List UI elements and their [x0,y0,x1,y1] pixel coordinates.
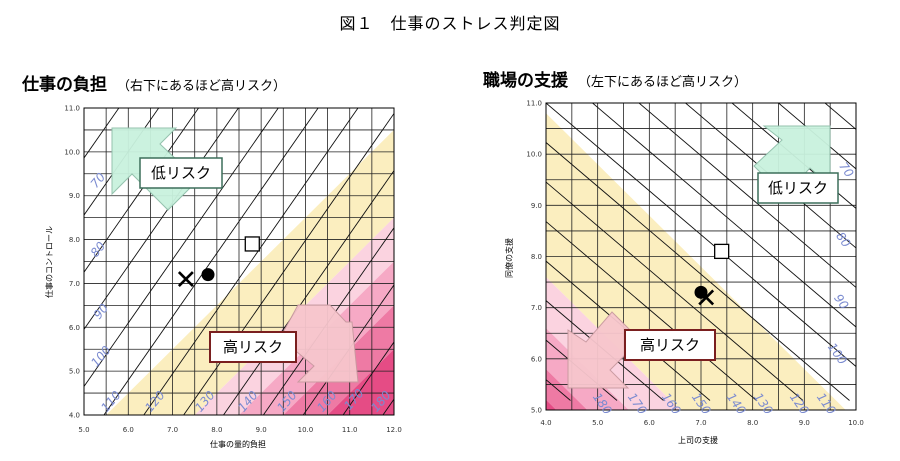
y-tick-label: 8.0 [69,236,80,244]
contour-label: 70 [836,159,856,180]
low-risk-label: 低リスク [768,179,828,197]
contour-line [342,341,394,415]
contour-line [878,69,900,401]
contour-label: 90 [91,301,112,322]
x-tick-label: 4.0 [540,419,551,427]
x-tick-label: 5.0 [592,419,603,427]
x-tick-label: 9.0 [799,419,810,427]
x-tick-label: 7.0 [167,426,178,434]
low-risk-box [757,172,839,204]
contour-label: 100 [825,340,850,367]
risk-band-4 [546,369,588,410]
point-x [177,271,194,287]
contour-line [546,339,618,401]
risk-band-1 [106,129,394,415]
x-tick-label: 10.0 [848,419,864,427]
x-tick-label: 9.0 [256,426,267,434]
plot-frame [545,102,857,411]
chart-panel-2: 4.0 5.0 6.0 7.0 8.0 9.0 10.0 5.0 6.0 7.0 8.0 9.0 10.… [0,69,900,446]
y-tick-label: 11.0 [526,100,542,108]
panel2-title-text: 職場の支援 [483,71,568,91]
risk-band-5 [546,399,557,410]
panel2-subtitle: （左下にあるほど高リスク） [578,75,748,90]
y-tick-label: 10.0 [526,151,542,159]
y-tick-label: 9.0 [531,202,542,210]
x-axis-label: 上司の支援 [678,435,718,445]
panel1-title-text: 仕事の負担 [22,75,107,95]
low-risk-label: 低リスク [151,164,211,182]
high-risk-label: 高リスク [640,336,700,354]
contour-line [546,181,804,401]
point-circle [694,285,708,299]
panel1-title: 仕事の負担 （右下にあるほど高リスク） [22,70,286,95]
contour-line [638,103,856,289]
x-tick-label: 6.0 [123,426,134,434]
high-risk-box [624,329,716,361]
y-tick-label: 10.0 [64,148,80,156]
contour-line [103,108,319,415]
y-tick-label: 7.0 [531,304,542,312]
contour-line [0,0,75,444]
y-tick-label: 7.0 [69,280,80,288]
contour-line [0,0,115,444]
high-risk-box [209,331,297,363]
contour-line [0,0,35,444]
y-tick-label: 4.0 [69,412,80,420]
point-square [244,236,260,252]
x-tick-label: 11.0 [342,426,358,434]
contour-line [824,103,856,130]
panel2-title: 職場の支援 （左下にあるほど高リスク） [483,66,747,91]
y-axis-label: 同僚の支援 [504,238,514,278]
x-tick-label: 8.0 [211,426,222,434]
contour-line [546,141,850,401]
risk-band-2 [546,277,681,410]
y-tick-label: 5.0 [531,407,542,415]
x-tick-label: 5.0 [78,426,89,434]
contour-line [546,103,856,368]
low-risk-box [139,157,223,189]
point-square [714,243,730,260]
plot-frame [83,107,395,416]
x-tick-label: 6.0 [644,419,655,427]
contour-line [84,108,279,388]
contour-line [591,103,856,328]
contour-line [731,103,856,209]
contour-line [684,103,856,249]
y-tick-label: 6.0 [69,324,80,332]
contour-line [143,108,359,415]
contour-line [0,0,155,444]
y-tick-label: 8.0 [531,253,542,261]
contour-line [0,69,152,401]
y-axis-label: 仕事のコントロール [44,226,54,298]
contour-label: 80 [833,229,853,250]
panel1-subtitle: （右下にあるほど高リスク） [117,79,287,94]
figure-title: 図１ 仕事のストレス判定図 [339,14,561,33]
high-risk-label: 高リスク [223,338,283,356]
point-circle [201,268,215,282]
y-tick-label: 5.0 [69,368,80,376]
chart-panel-1: 5.0 6.0 7.0 8.0 9.0 10.0 11.0 12.0 4.0 5.0 6.0 7.0 8… [0,0,402,450]
x-tick-label: 10.0 [298,426,314,434]
x-axis-label: 仕事の量的負担 [210,439,266,449]
y-tick-label: 6.0 [531,355,542,363]
contour-label: 70 [88,170,109,191]
x-tick-label: 12.0 [386,426,402,434]
contour-label: 90 [831,291,851,312]
risk-band-2 [194,217,394,415]
y-tick-label: 11.0 [64,105,80,113]
contour-label: 100 [88,343,114,370]
x-tick-label: 7.0 [695,419,706,427]
contour-line [777,103,856,170]
x-tick-label: 8.0 [747,419,758,427]
y-tick-label: 9.0 [69,192,80,200]
